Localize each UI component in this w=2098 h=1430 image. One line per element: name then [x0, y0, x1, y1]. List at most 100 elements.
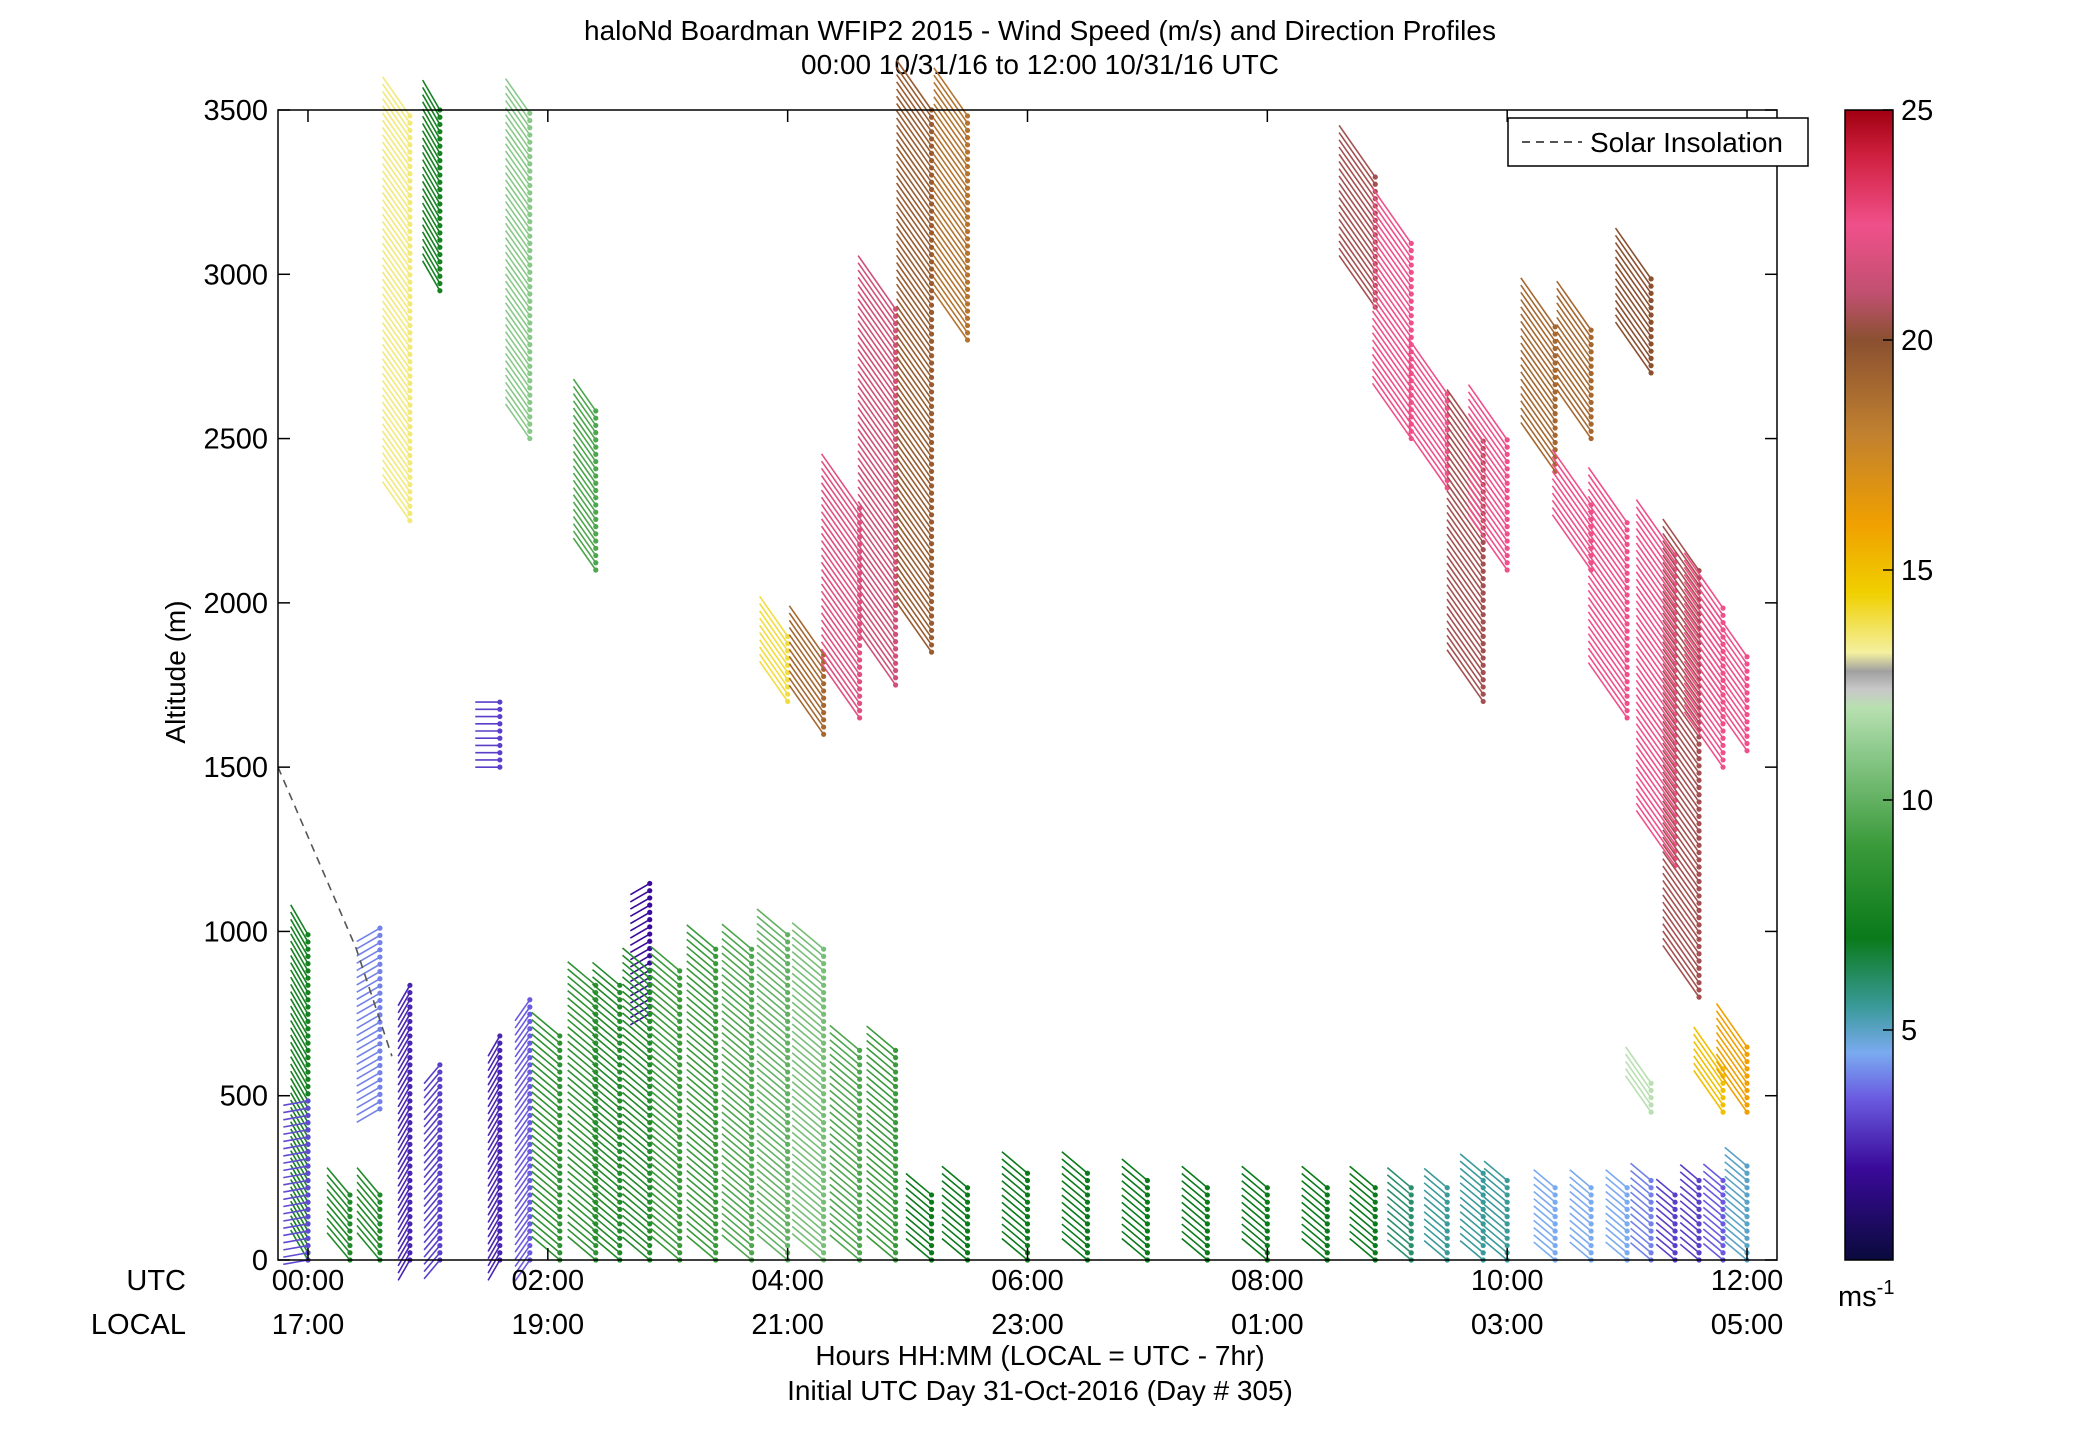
wind-barb [1569, 1176, 1592, 1196]
barb-dot [347, 1192, 353, 1198]
wind-barb [895, 529, 933, 581]
wind-barb [933, 103, 969, 153]
wind-barb [1483, 1189, 1508, 1211]
barb-dot [1480, 677, 1486, 683]
barb-dot [1744, 1095, 1750, 1101]
wind-barb [290, 1157, 309, 1189]
wind-barb [1446, 497, 1484, 551]
wind-barb [895, 435, 933, 487]
wind-barb [1520, 277, 1556, 328]
wind-barb [487, 1209, 501, 1231]
barb-dot [713, 1242, 719, 1249]
barb-dot [305, 1228, 311, 1234]
wind-barb [857, 392, 897, 447]
wind-barb [857, 529, 897, 585]
barb-dot [749, 1047, 755, 1053]
barb-dot [647, 968, 653, 974]
barb-dot [305, 975, 311, 981]
barb-dot [928, 649, 935, 655]
wind-barb [1407, 367, 1448, 424]
barb-dot [1624, 1221, 1630, 1227]
wind-barb [721, 981, 753, 1008]
barb-dot [713, 968, 719, 974]
wind-barb [895, 117, 933, 169]
wind-barb [759, 639, 789, 681]
wind-barb [356, 992, 381, 1008]
barb-dot [821, 1040, 827, 1046]
barb-dot [1084, 1250, 1091, 1256]
barb-dot [892, 436, 899, 442]
chart-subtitle: 00:00 10/31/16 to 12:00 10/31/16 UTC [801, 49, 1279, 80]
wind-barb [857, 515, 897, 570]
barb-dot [677, 1033, 683, 1039]
wind-barb [1715, 1060, 1748, 1106]
wind-barb [504, 208, 531, 244]
wind-barb [650, 960, 681, 986]
barb-dot [892, 1055, 899, 1061]
barb-dot [617, 1076, 623, 1082]
barb-dot [497, 1033, 503, 1039]
barb-dot [377, 1091, 383, 1097]
barb-dot [1588, 378, 1594, 384]
wind-barb [487, 1064, 501, 1086]
barb-dot [593, 509, 599, 515]
barb-dot [785, 1228, 791, 1234]
wind-barb [686, 1133, 717, 1160]
wind-barb [290, 1077, 309, 1109]
barb-segment [866, 1025, 899, 1263]
barb-dot [377, 983, 383, 989]
wind-barb [290, 1070, 309, 1102]
barb-dot [1696, 828, 1702, 834]
barb-dot [1624, 614, 1630, 620]
wind-barb [1467, 470, 1508, 528]
barb-dot [1372, 174, 1378, 180]
wind-barb [514, 1180, 531, 1202]
barb-dot [527, 334, 533, 340]
wind-barb [1662, 569, 1700, 622]
barb-dot [892, 1170, 899, 1176]
wind-barb [756, 1146, 789, 1174]
wind-barb [1556, 352, 1592, 403]
wind-barb [572, 443, 597, 477]
wind-barb [1371, 259, 1412, 317]
barb-dot [407, 431, 413, 437]
barb-dot [785, 1221, 791, 1227]
wind-barb [791, 1189, 825, 1218]
wind-barb [514, 1237, 531, 1260]
wind-barb [356, 1203, 381, 1232]
barb-dot [1648, 1228, 1654, 1234]
wind-barb [857, 255, 897, 310]
wind-barb [567, 1170, 597, 1196]
barb-dot [377, 932, 383, 938]
wind-barb [504, 179, 531, 215]
wind-barb [621, 1149, 651, 1174]
barb-dot [557, 1148, 563, 1155]
barb-dot [527, 233, 533, 239]
barb-dot [785, 1069, 791, 1075]
wind-barb [290, 926, 309, 957]
barb-dot [892, 1141, 899, 1147]
wind-barb [1338, 218, 1376, 272]
barb-dot [1408, 320, 1414, 326]
barb-dot [437, 215, 443, 222]
wind-barb [686, 989, 717, 1015]
barb-dot [964, 1221, 971, 1227]
barb-dot [407, 192, 413, 199]
barb-dot [964, 1214, 971, 1220]
barb-dot [892, 1235, 899, 1241]
barb-dot [1624, 520, 1630, 526]
wind-barb [933, 67, 969, 117]
barb-dot [677, 1141, 683, 1147]
barb-dot [892, 386, 899, 392]
barb-dot [892, 443, 899, 450]
wind-barb [1446, 649, 1484, 702]
wind-barb [895, 356, 933, 407]
wind-barb [326, 1188, 351, 1218]
barb-dot [1648, 1214, 1654, 1220]
barb-dot [527, 1120, 533, 1126]
barb-dot [497, 1177, 503, 1184]
barb-dot [749, 1177, 755, 1184]
wind-barb [1551, 478, 1592, 535]
barb-dot [785, 1170, 791, 1176]
barb-dot [497, 1242, 503, 1249]
